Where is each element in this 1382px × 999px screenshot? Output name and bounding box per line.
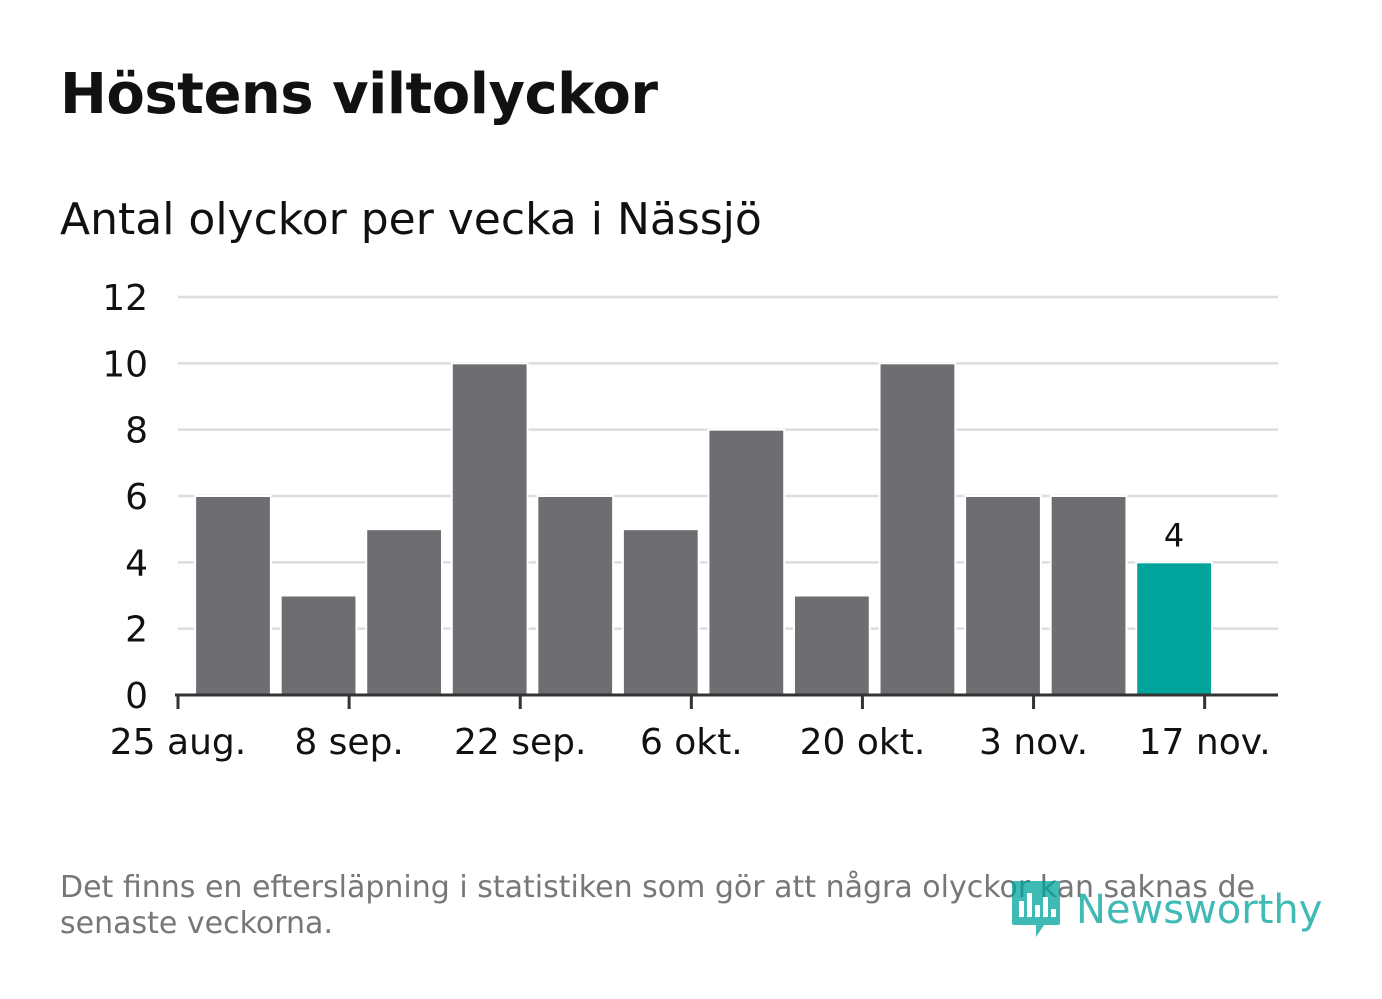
y-tick-label: 2	[125, 610, 148, 651]
axes	[175, 693, 1278, 709]
bar	[450, 362, 529, 696]
bar	[964, 495, 1042, 696]
x-tick-label: 3 nov.	[979, 722, 1088, 763]
y-tick-label: 0	[125, 676, 148, 717]
x-tick-label: 22 sep.	[454, 722, 586, 763]
labels: 0 2 4 6 8 10 12 25 aug. 8 sep. 22 sep. 6 okt. 20 ok…	[102, 278, 1271, 763]
bars	[194, 362, 1213, 697]
bar	[621, 528, 700, 697]
chart-title: Höstens viltolyckor	[60, 62, 658, 127]
bar	[1049, 495, 1128, 696]
x-tick-label: 6 okt.	[640, 722, 743, 763]
y-tick-label: 12	[102, 278, 148, 319]
bar	[793, 594, 871, 696]
x-tick-label: 8 sep.	[294, 722, 404, 763]
chart-subtitle: Antal olyckor per vecka i Nässjö	[60, 194, 762, 245]
bar-chart-speech-bubble-icon	[1012, 881, 1060, 937]
bar-chart: 0 2 4 6 8 10 12 25 aug. 8 sep. 22 sep. 6 okt. 20 ok…	[102, 278, 1278, 763]
x-tick-label: 17 nov.	[1139, 722, 1271, 763]
bar	[878, 362, 957, 696]
x-tick-label: 25 aug.	[110, 722, 246, 763]
y-tick-label: 4	[125, 543, 148, 584]
y-tick-label: 10	[102, 344, 148, 385]
y-tick-label: 6	[125, 477, 148, 518]
data-label: 4	[1164, 516, 1184, 554]
bar	[1135, 561, 1213, 696]
y-tick-label: 8	[125, 411, 148, 452]
brand-logo: Newsworthy	[1010, 878, 1322, 942]
brand-name: Newsworthy	[1076, 887, 1323, 933]
bar	[536, 495, 615, 696]
bar	[279, 594, 358, 696]
bar	[365, 528, 444, 697]
bar	[707, 428, 786, 696]
bar	[194, 495, 272, 696]
x-tick-label: 20 okt.	[800, 722, 926, 763]
